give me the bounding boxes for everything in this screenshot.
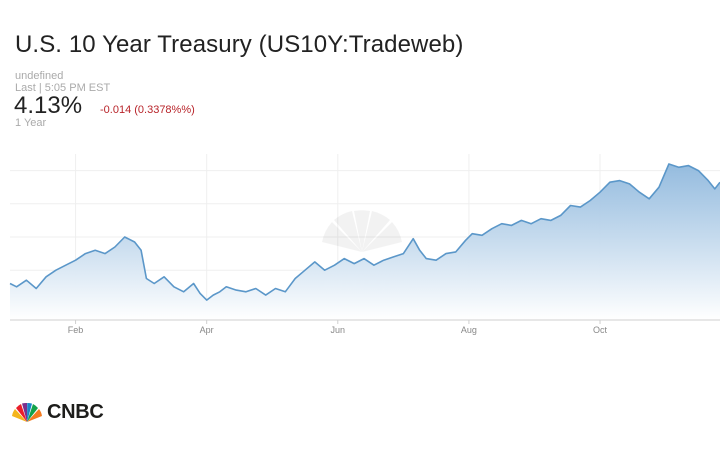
price-area [10,164,720,320]
source-line: undefined [15,70,64,82]
current-price: 4.13% [14,92,83,119]
x-tick-label: Feb [68,325,84,335]
cnbc-logo: CNBC [10,400,104,424]
page-title: U.S. 10 Year Treasury (US10Y:Tradeweb) [15,31,464,58]
x-axis-ticks: Feb Apr Jun Aug Oct [68,320,608,335]
x-tick-label: Oct [593,325,608,335]
peacock-icon [12,402,42,422]
x-tick-label: Apr [200,325,214,335]
x-tick-label: Jun [331,325,346,335]
range-label: 1 Year [15,117,47,129]
price-line [9,163,720,301]
cnbc-wordmark: CNBC [47,400,104,423]
price-change: -0.014 (0.3378%%) [100,104,195,116]
last-updated: Last | 5:05 PM EST [15,82,111,94]
x-tick-label: Aug [461,325,477,335]
